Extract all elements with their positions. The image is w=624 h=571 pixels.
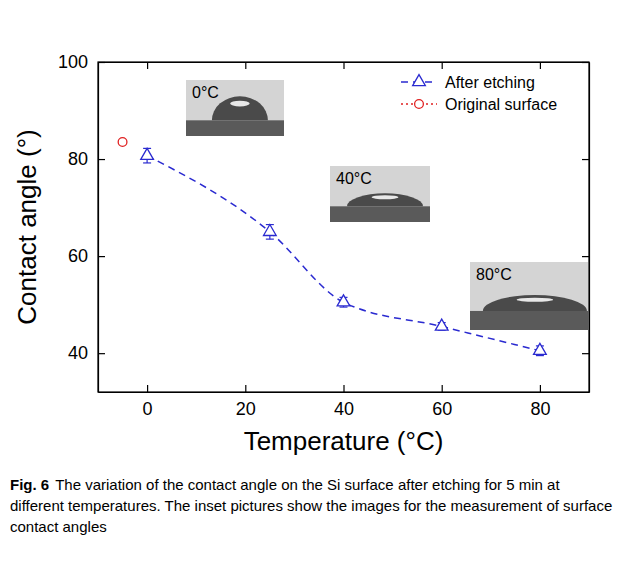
tick-label: 60 — [432, 399, 452, 419]
inset-highlight — [372, 195, 399, 199]
inset-droplet — [483, 295, 587, 311]
tick: 40 — [334, 385, 354, 419]
tick-mark — [343, 385, 344, 392]
tick-label: 80 — [530, 399, 550, 419]
tick-mark — [540, 385, 541, 392]
plot: 0 20 40 60 80 40 60 80 100 — [58, 52, 590, 419]
caption: The variation of the contact angle on th… — [10, 476, 616, 535]
tick-mark — [98, 353, 105, 354]
tick-mark — [98, 159, 105, 160]
tick-mark — [582, 353, 589, 354]
axis-line — [99, 392, 590, 393]
tick-mark — [582, 159, 589, 160]
tick-label: 0 — [143, 399, 153, 419]
tick: 100 — [58, 52, 105, 72]
error-bar-cap — [266, 239, 274, 240]
y-axis: 40 60 80 100 — [58, 52, 105, 392]
marker — [337, 295, 350, 306]
y-axis-title: Contact angle (°) — [12, 129, 42, 324]
tick-mark — [147, 62, 148, 69]
caption-label: Fig. 6 — [10, 476, 49, 493]
tick: 60 — [432, 385, 452, 419]
tick-mark — [442, 385, 443, 392]
tick-mark — [245, 385, 246, 392]
inset-label: 80°C — [476, 266, 512, 283]
legend-item: After etching — [401, 74, 535, 91]
legend-label: Original surface — [445, 96, 557, 113]
plot-frame — [98, 62, 589, 392]
inset-substrate — [186, 120, 284, 136]
axis-line — [98, 63, 99, 393]
legend-marker — [413, 75, 426, 86]
tick-label: 60 — [68, 246, 88, 266]
inset-background — [330, 166, 430, 222]
tick-label: 80 — [68, 149, 88, 169]
marker — [141, 148, 154, 159]
tick-mark — [147, 385, 148, 392]
error-bar-cap — [143, 162, 151, 163]
tick — [344, 62, 345, 69]
tick-mark — [98, 256, 105, 257]
marker — [263, 225, 276, 236]
inset-droplet — [212, 96, 268, 120]
legend: After etching Original surface — [401, 74, 557, 113]
legend-label: After etching — [445, 74, 535, 91]
inset: 80°C — [470, 262, 588, 330]
inset-highlight — [230, 101, 250, 107]
tick: 40 — [68, 343, 105, 363]
marker — [534, 343, 547, 354]
tick — [540, 62, 541, 69]
tick: 20 — [236, 385, 256, 419]
tick: 80 — [68, 149, 105, 169]
legend-item: Original surface — [401, 96, 557, 113]
inset: 0°C — [186, 80, 284, 136]
tick-mark — [245, 62, 246, 69]
inset-highlight — [517, 298, 553, 302]
inset-droplet — [347, 193, 423, 206]
tick-mark — [98, 62, 105, 63]
inset-substrate — [330, 206, 430, 222]
x-axis: 0 20 40 60 80 — [99, 385, 590, 419]
error-bar-cap — [340, 306, 348, 307]
axis-line — [589, 63, 590, 393]
tick-mark — [582, 62, 589, 63]
tick-label: 40 — [68, 343, 88, 363]
error-bar-cap — [536, 355, 544, 356]
tick — [582, 62, 589, 63]
chart: 0 20 40 60 80 40 60 80 100 Temperature (°C) Contac… — [0, 0, 624, 571]
tick — [582, 353, 589, 354]
marker — [118, 138, 127, 147]
tick: 80 — [530, 385, 550, 419]
tick-mark — [442, 62, 443, 69]
inset: 40°C — [330, 166, 430, 222]
legend-marker — [415, 100, 424, 109]
x-axis-top — [99, 62, 590, 69]
tick-label: 100 — [58, 52, 88, 72]
tick: 60 — [68, 246, 105, 266]
tick: 0 — [143, 385, 153, 419]
tick-mark — [582, 256, 589, 257]
tick-label: 40 — [334, 399, 354, 419]
tick-label: 20 — [236, 399, 256, 419]
inset-label: 0°C — [192, 84, 219, 101]
insets: 0°C 40°C 80°C — [186, 80, 588, 330]
tick-mark — [540, 62, 541, 69]
tick-mark — [343, 62, 344, 69]
inset-background — [186, 80, 284, 136]
tick — [147, 62, 148, 69]
inset-substrate — [470, 311, 588, 330]
tick — [245, 62, 246, 69]
inset-label: 40°C — [336, 170, 372, 187]
inset-background — [470, 262, 588, 330]
tick — [582, 256, 589, 257]
y-axis-right — [582, 63, 590, 393]
marker — [435, 319, 448, 330]
x-axis-title: Temperature (°C) — [244, 426, 444, 456]
tick — [442, 62, 443, 69]
tick — [582, 159, 589, 160]
